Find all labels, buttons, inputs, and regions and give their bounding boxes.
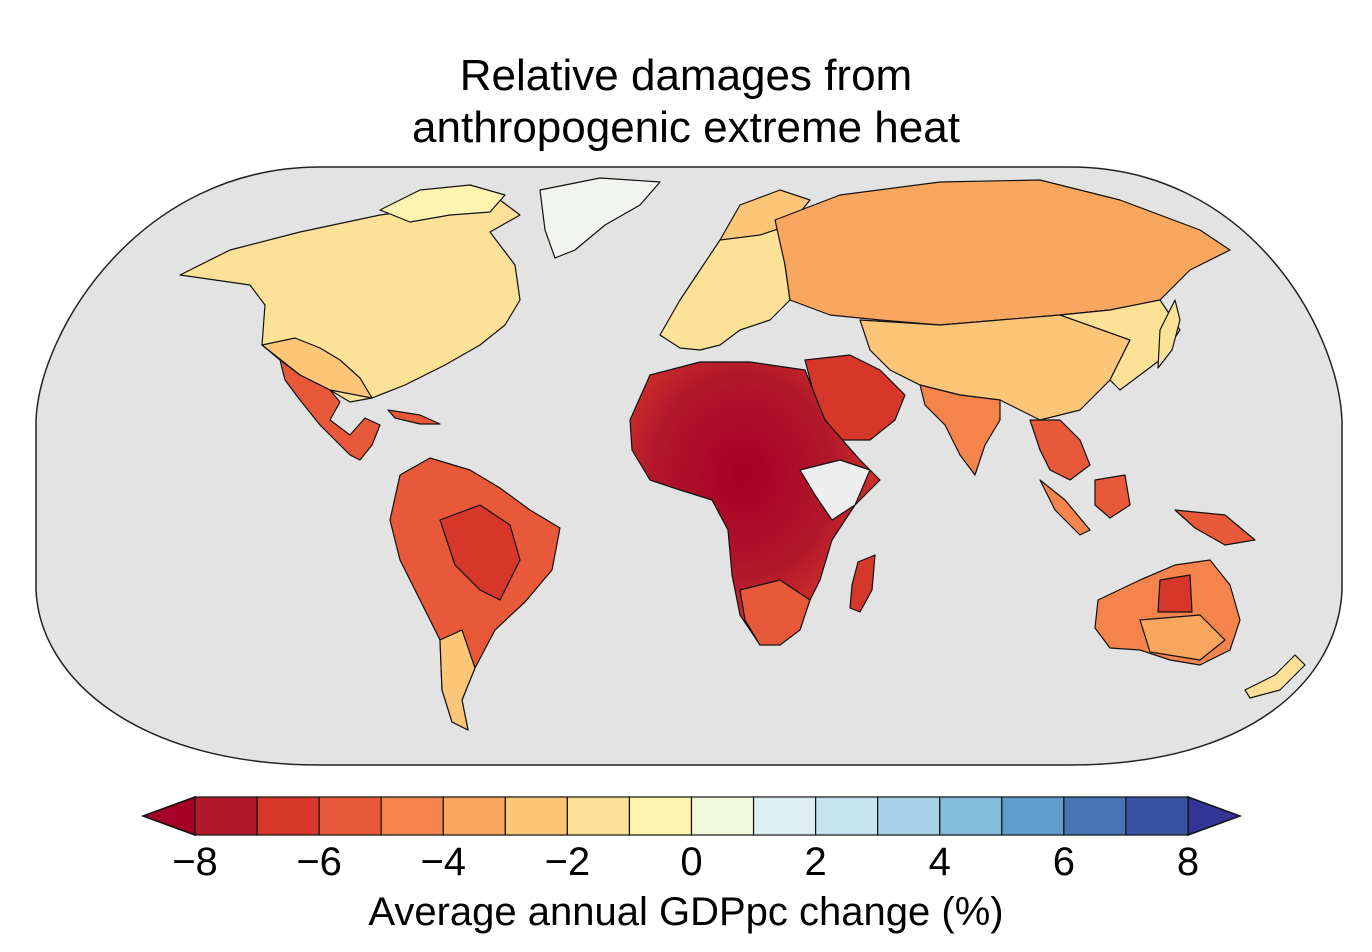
region-new-zealand <box>1244 654 1306 699</box>
region-central-asia <box>859 309 1131 421</box>
colorbar-bin <box>442 796 506 836</box>
region-south-cone <box>439 629 476 731</box>
colorbar-label: Average annual GDPpc change (%) <box>368 890 1004 934</box>
colorbar-bin <box>628 796 693 836</box>
region-sumatra <box>1039 479 1091 536</box>
colorbar <box>140 795 1243 837</box>
colorbar-bin <box>877 796 941 836</box>
colorbar-bin <box>752 796 817 836</box>
region-australia-core <box>1157 574 1193 613</box>
region-australia-south <box>1139 614 1226 661</box>
colorbar-over-extension <box>1187 795 1243 837</box>
colorbar-tick-label: −4 <box>420 840 467 884</box>
colorbar-tick-label: 2 <box>804 840 827 884</box>
region-borneo <box>1094 474 1131 519</box>
region-cuba <box>387 409 441 425</box>
colorbar-tick-label: 0 <box>680 840 703 884</box>
colorbar-tick-label: 6 <box>1052 840 1075 884</box>
colorbar-bin <box>1001 796 1065 836</box>
colorbar-bin <box>1125 796 1189 836</box>
colorbar-bin <box>1063 796 1127 836</box>
region-arctic-islands <box>379 184 506 223</box>
map-title: Relative damages from anthropogenic extr… <box>0 50 1372 154</box>
colorbar-bin <box>318 796 382 836</box>
region-horn-africa <box>799 459 871 521</box>
region-madagascar <box>849 554 876 613</box>
colorbar-tick-label: 8 <box>1176 840 1200 884</box>
colorbar-tick-label: −8 <box>172 840 218 884</box>
title-line-2: anthropogenic extreme heat <box>412 103 960 152</box>
colorbar-tick-label: −2 <box>544 840 591 884</box>
colorbar-bin <box>380 796 444 836</box>
title-line-1: Relative damages from <box>459 51 913 100</box>
region-se-asia <box>1029 419 1091 481</box>
colorbar-under-extension <box>140 795 196 837</box>
colorbar-bin <box>690 796 755 836</box>
colorbar-bin <box>256 796 320 836</box>
colorbar-bin <box>939 796 1003 836</box>
colorbar-bin <box>504 796 568 836</box>
colorbar-tick-label: −6 <box>296 840 342 884</box>
region-new-guinea <box>1174 509 1256 546</box>
region-amazon-core <box>439 504 521 601</box>
colorbar-tick-label: 4 <box>928 840 951 884</box>
region-india <box>919 384 1001 476</box>
region-japan <box>1157 299 1181 369</box>
region-scandinavia <box>719 189 811 241</box>
region-mexico <box>279 359 381 461</box>
colorbar-bin <box>194 796 258 836</box>
region-southern-africa <box>739 579 811 646</box>
colorbar-bin <box>566 796 631 836</box>
colorbar-bin <box>815 796 879 836</box>
region-greenland <box>539 177 661 259</box>
